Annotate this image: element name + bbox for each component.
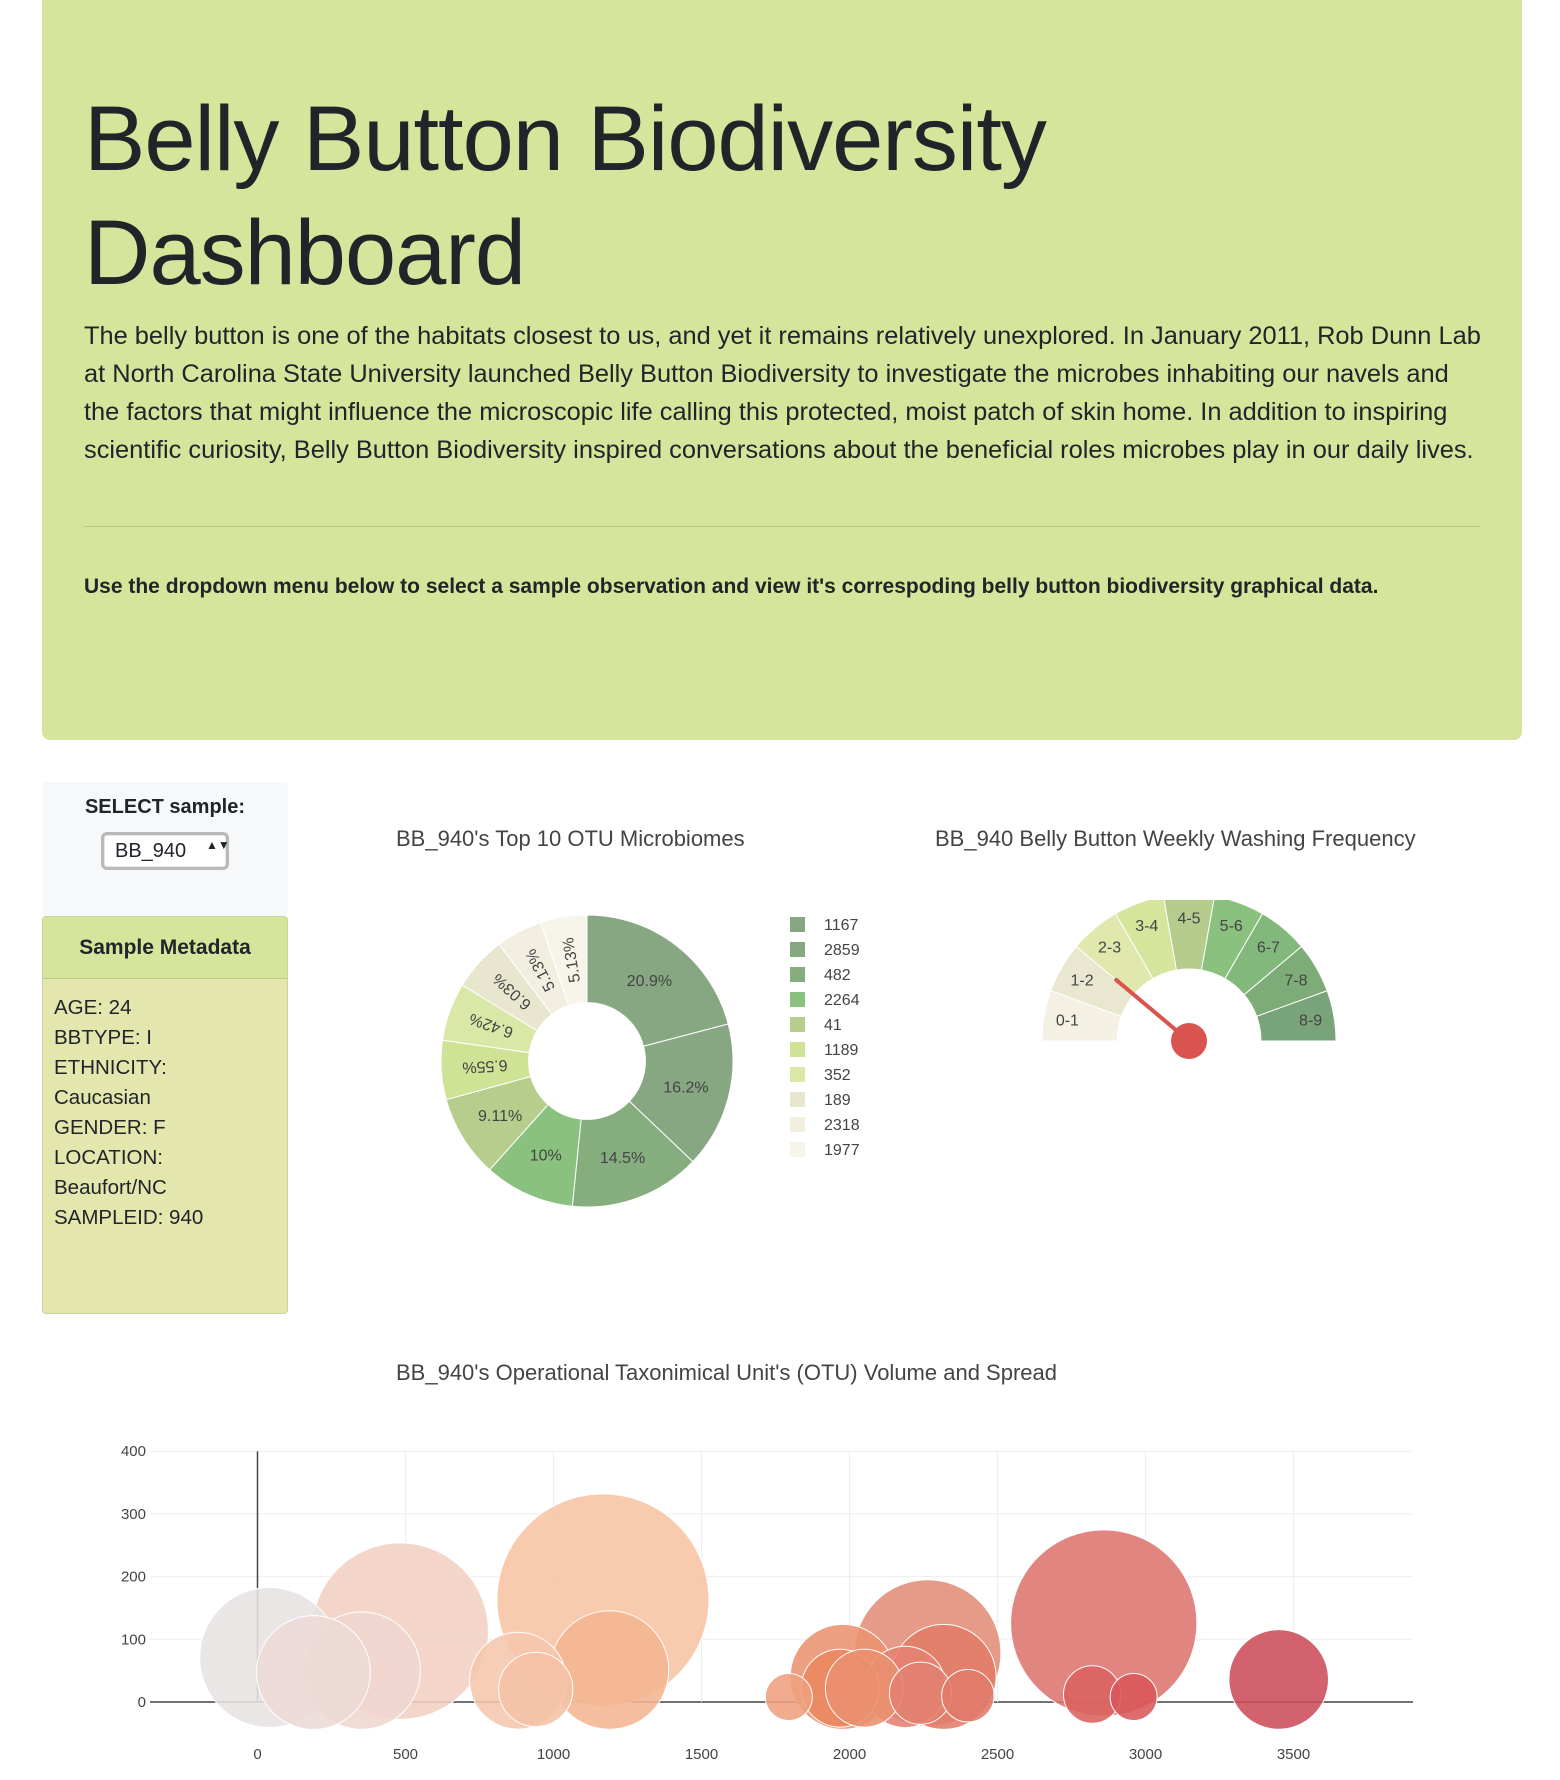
- bubble-point[interactable]: [498, 1651, 574, 1728]
- metadata-line: ETHNICITY:: [54, 1056, 167, 1079]
- bubble-chart-title: BB_940's Operational Taxonimical Unit's …: [396, 1360, 1057, 1385]
- page-title: Belly Button Biodiversity Dashboard: [84, 88, 1047, 304]
- gauge-chart-title: BB_940 Belly Button Weekly Washing Frequ…: [935, 826, 1416, 851]
- metadata-line: BBTYPE: I: [54, 1026, 152, 1049]
- y-tick-label: 300: [121, 1506, 146, 1523]
- gauge-segment-label: 7-8: [1284, 972, 1307, 989]
- metadata-line: SAMPLEID: 940: [54, 1206, 204, 1229]
- dropdown-arrows-icon: ▲▼: [206, 838, 230, 852]
- gauge-segment-label: 5-6: [1220, 918, 1243, 935]
- bubble-point[interactable]: [1109, 1673, 1158, 1721]
- x-tick-label: 500: [393, 1746, 418, 1763]
- sample-dropdown[interactable]: BB_940 ▲▼: [101, 832, 230, 870]
- legend-label[interactable]: 2318: [824, 1117, 860, 1134]
- y-tick-label: 0: [138, 1694, 146, 1711]
- sample-select-panel: SELECT sample: BB_940 ▲▼: [42, 782, 288, 916]
- legend-swatch[interactable]: [790, 1042, 805, 1057]
- legend-label[interactable]: 352: [824, 1067, 851, 1084]
- x-tick-label: 1000: [537, 1746, 570, 1763]
- legend-label[interactable]: 189: [824, 1092, 851, 1109]
- pie-slice[interactable]: [628, 1023, 734, 1163]
- metadata-line: Caucasian: [54, 1086, 151, 1109]
- legend-swatch[interactable]: [790, 1117, 805, 1132]
- gauge-segment-label: 0-1: [1056, 1013, 1079, 1030]
- legend-swatch[interactable]: [790, 992, 805, 1007]
- y-tick-label: 200: [121, 1569, 146, 1586]
- x-tick-label: 3000: [1129, 1746, 1162, 1763]
- legend-label[interactable]: 1167: [824, 917, 859, 934]
- metadata-line: LOCATION:: [54, 1146, 163, 1169]
- bubble-point[interactable]: [1228, 1629, 1329, 1730]
- instructions-text: Use the dropdown menu below to select a …: [84, 575, 1379, 598]
- gauge-segment[interactable]: [1256, 990, 1337, 1042]
- x-tick-label: 3500: [1277, 1746, 1310, 1763]
- pie-slice[interactable]: [540, 914, 588, 1007]
- pie-slice[interactable]: [586, 914, 729, 1047]
- header-jumbotron: Belly Button Biodiversity Dashboard The …: [42, 0, 1522, 740]
- sample-dropdown-value: BB_940: [115, 840, 187, 862]
- pie-chart-title: BB_940's Top 10 OTU Microbiomes: [396, 826, 745, 851]
- gauge-needle-hub: [1171, 1023, 1207, 1059]
- legend-label[interactable]: 482: [824, 967, 851, 984]
- bubble-point[interactable]: [256, 1615, 371, 1730]
- pie-slice[interactable]: [571, 1100, 694, 1208]
- gauge-segment[interactable]: [1114, 900, 1178, 980]
- gauge-segment-label: 6-7: [1257, 939, 1280, 956]
- sample-metadata-card: Sample Metadata AGE: 24 BBTYPE: I ETHNIC…: [42, 916, 288, 1314]
- gauge-segment-label: 8-9: [1299, 1013, 1322, 1030]
- y-tick-label: 400: [121, 1443, 146, 1460]
- metadata-title: Sample Metadata: [43, 917, 287, 979]
- bubble-point[interactable]: [549, 1610, 670, 1730]
- legend-label[interactable]: 41: [824, 1017, 842, 1034]
- intro-paragraph: The belly button is one of the habitats …: [84, 322, 1481, 464]
- metadata-body: AGE: 24 BBTYPE: I ETHNICITY: Caucasian G…: [43, 979, 287, 1247]
- pie-percent-label: 20.9%: [627, 973, 672, 990]
- x-tick-label: 2500: [981, 1746, 1014, 1763]
- pie-percent-label: 16.2%: [663, 1079, 708, 1096]
- bubble-point[interactable]: [941, 1668, 995, 1723]
- legend-swatch[interactable]: [790, 942, 805, 957]
- x-tick-label: 0: [253, 1746, 261, 1763]
- gauge-segment[interactable]: [1163, 900, 1215, 971]
- gauge-segment-label: 2-3: [1098, 939, 1121, 956]
- pie-percent-label: 9.11%: [478, 1108, 522, 1125]
- gauge-segment-label: 3-4: [1135, 918, 1158, 935]
- divider: [84, 526, 1480, 527]
- bubble-chart[interactable]: 0 100 200 300 400 0 500 1000 1500 2000 2500 3000 350…: [0, 1400, 1560, 1780]
- legend-label[interactable]: 1189: [824, 1042, 859, 1059]
- legend-label[interactable]: 2859: [824, 942, 860, 959]
- y-tick-label: 100: [121, 1631, 146, 1648]
- x-tick-label: 2000: [833, 1746, 866, 1763]
- legend-swatch[interactable]: [790, 1017, 805, 1032]
- bubble-point[interactable]: [764, 1673, 813, 1721]
- gauge-chart[interactable]: 0-1 1-2 2-3 3-4 4-5 5-6 6-77-8 8-9: [1040, 900, 1380, 1100]
- legend-swatch[interactable]: [790, 1092, 805, 1107]
- legend-label[interactable]: 1977: [824, 1142, 860, 1159]
- x-tick-label: 1500: [685, 1746, 718, 1763]
- legend-swatch[interactable]: [790, 967, 805, 982]
- pie-percent-label: 14.5%: [600, 1150, 645, 1167]
- gauge-segment-label: 4-5: [1177, 911, 1200, 928]
- gauge-segment-label: 1-2: [1070, 972, 1093, 989]
- pie-chart[interactable]: 20.9%16.2%14.5%10%9.11%6.55%6.42%6.03%5.…: [420, 880, 920, 1220]
- legend-swatch[interactable]: [790, 1067, 805, 1082]
- metadata-line: Beaufort/NC: [54, 1176, 167, 1199]
- metadata-line: AGE: 24: [54, 996, 132, 1019]
- legend-label[interactable]: 2264: [824, 992, 860, 1009]
- metadata-line: GENDER: F: [54, 1116, 166, 1139]
- pie-percent-label: 10%: [530, 1148, 562, 1165]
- legend-swatch[interactable]: [790, 917, 805, 932]
- legend-swatch[interactable]: [790, 1142, 805, 1157]
- select-label: SELECT sample:: [84, 796, 246, 818]
- pie-percent-label: 6.55%: [462, 1056, 508, 1076]
